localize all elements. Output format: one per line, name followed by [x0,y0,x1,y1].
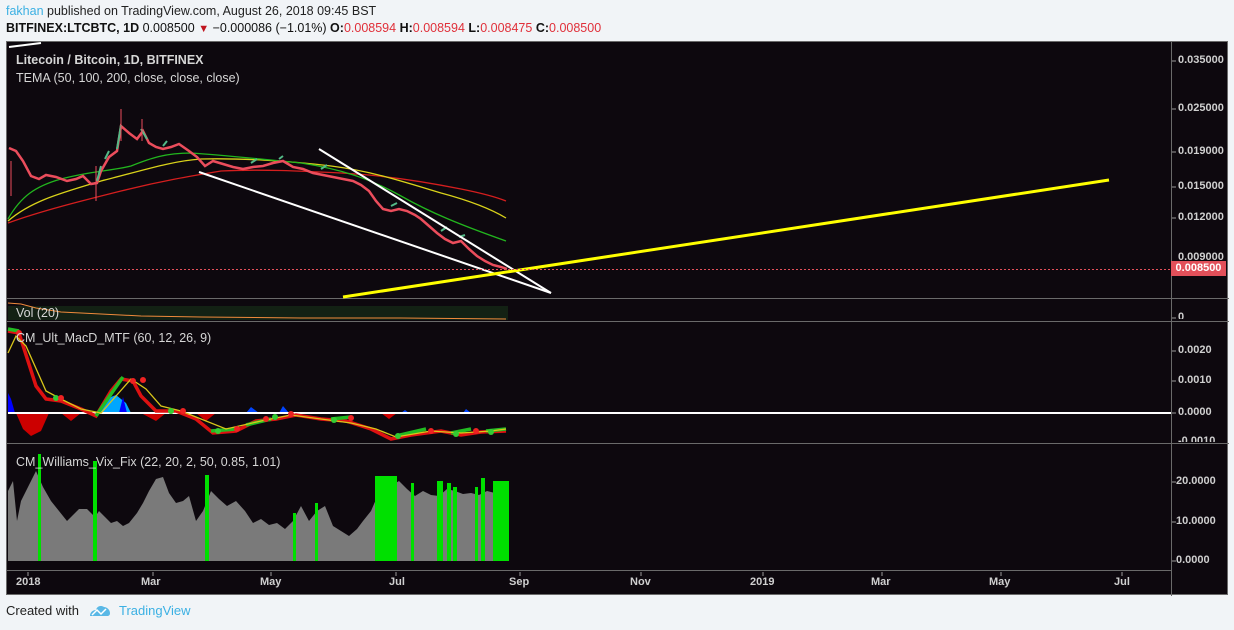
macd-pane-title[interactable]: CM_Ult_MacD_MTF (60, 12, 26, 9) [16,331,212,345]
low-value: 0.008475 [480,21,533,35]
pane-separators [7,42,1229,596]
footer: Created with TradingView [6,603,191,618]
time-tick: Mar [141,576,161,588]
time-tick: Mar [871,576,891,588]
down-arrow-icon: ▼ [198,23,210,35]
price-tick: 0.035000 [1178,54,1224,66]
symbol-info-bar: BITFINEX:LTCBTC, 1D 0.008500 ▼ −0.000086… [6,20,601,38]
open-value: 0.008594 [343,21,397,35]
author-link[interactable]: fakhan [6,4,44,18]
top-left-white-segment [8,42,42,48]
low-label: L: [468,21,481,35]
time-tick: 2018 [16,576,41,588]
time-tick: Jul [389,576,405,588]
macd-tick: 0.0000 [1178,406,1212,418]
volume-tick: 0 [1178,311,1185,319]
time-tick: May [260,576,282,588]
ascending-yellow-trendline [342,178,1110,299]
chart-canvas[interactable] [7,42,1229,596]
macd-line [7,329,507,441]
macd-tick: 0.0020 [1178,344,1212,356]
price-tick: 0.009000 [1178,251,1224,263]
last-price: 0.008500 [142,21,195,35]
vix-histogram [8,454,509,561]
tradingview-logo-icon [89,605,110,616]
symbol-label: BITFINEX:LTCBTC, 1D [6,21,140,35]
current-price-tag: 0.008500 [1171,261,1226,276]
close-value: 0.008500 [549,21,602,35]
vix-tick: 20.0000 [1176,475,1216,487]
publish-info: fakhan published on TradingView.com, Aug… [6,3,376,20]
tradingview-link[interactable]: TradingView [118,603,191,618]
vix-tick: 10.0000 [1176,515,1216,527]
vix-pane-title[interactable]: CM_Williams_Vix_Fix (22, 20, 2, 50, 0.85… [16,455,281,469]
close-label: C: [535,21,550,35]
price-tick: 0.019000 [1178,145,1224,157]
macd-tick: 0.0010 [1178,374,1212,386]
time-tick: May [989,576,1011,588]
wedge-lower-trendline [198,171,552,294]
main-pane-title: Litecoin / Bitcoin, 1D, BITFINEX [16,53,204,67]
tema-200-line [7,169,507,224]
volume-bars [7,302,508,320]
time-tick: Sep [509,576,530,588]
high-label: H: [399,21,413,35]
axis-ticks [27,60,1176,576]
macd-lines [7,327,507,441]
volume-pane-title[interactable]: Vol (20) [16,306,60,320]
macd-tick: -0.0010 [1178,435,1216,442]
chart-container[interactable]: Litecoin / Bitcoin, 1D, BITFINEX TEMA (5… [6,41,1229,596]
high-value: 0.008594 [412,21,465,35]
time-tick: Nov [630,576,651,588]
vix-tick: 0.0000 [1176,554,1210,566]
price-tick: 0.025000 [1178,102,1224,114]
open-label: O: [330,21,344,35]
candlesticks [8,109,508,271]
published-text: published on TradingView.com, August 26,… [43,4,377,18]
price-tick: 0.012000 [1178,211,1224,223]
macd-signal-line [7,334,507,438]
time-tick: Jul [1114,576,1130,588]
price-tick: 0.015000 [1178,180,1224,192]
price-change: −0.000086 (−1.01%) [212,21,327,35]
tema-indicator-label[interactable]: TEMA (50, 100, 200, close, close, close) [16,71,240,85]
time-tick: 2019 [750,576,775,588]
created-with-label: Created with [6,603,79,618]
